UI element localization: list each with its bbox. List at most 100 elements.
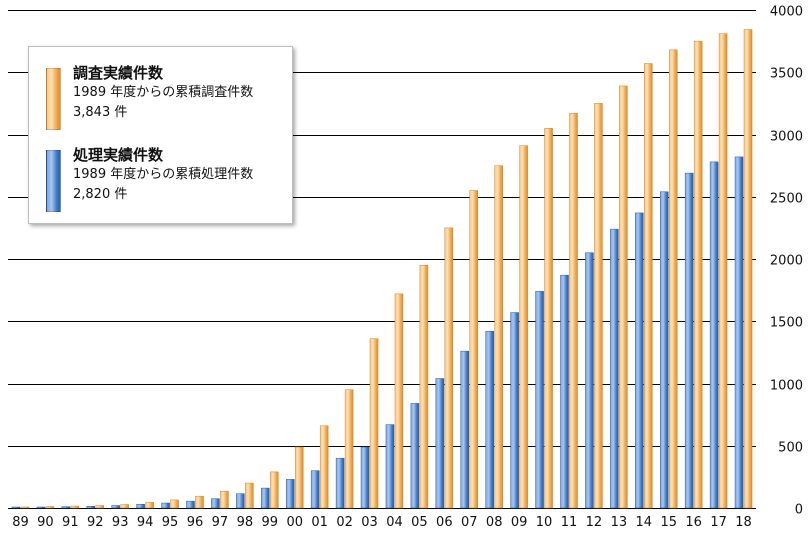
bar-survey-12	[594, 103, 603, 509]
bars	[11, 29, 753, 509]
y-tick-label-3500: 3500	[770, 67, 803, 82]
bar-processing-08	[485, 330, 494, 509]
x-tick-label-90: 90	[37, 515, 54, 530]
y-tick-label-0: 0	[795, 503, 803, 518]
bar-processing-89	[11, 506, 21, 509]
x-tick-label-13: 13	[611, 515, 628, 530]
bar-processing-99	[261, 487, 270, 509]
legend-title-processing: 処理実績件数	[73, 146, 164, 164]
bar-processing-00	[285, 479, 295, 509]
x-tick-label-91: 91	[62, 515, 79, 530]
bar-processing-95	[161, 502, 170, 509]
x-tick-label-93: 93	[112, 515, 129, 530]
bar-processing-03	[360, 446, 370, 509]
bar-processing-94	[136, 504, 145, 509]
legend-total-processing: 2,820 件	[73, 187, 128, 202]
bar-survey-16	[693, 40, 703, 509]
x-tick-label-96: 96	[187, 515, 204, 530]
legend-desc-survey: 1989 年度からの累積調査件数	[73, 85, 254, 100]
x-tick-label-06: 06	[436, 515, 453, 530]
bar-survey-94	[145, 502, 154, 509]
x-tick-label-95: 95	[162, 515, 179, 530]
bar-survey-08	[494, 165, 503, 509]
x-tick-label-98: 98	[237, 515, 254, 530]
bar-processing-90	[36, 506, 46, 509]
x-tick-label-17: 17	[710, 515, 727, 530]
x-axis-ticks: 89 90 91 92 93 94 95 96 97 98 99 00 01 02 03 04 05 06 07 08…	[12, 515, 752, 530]
bar-survey-02	[344, 389, 354, 509]
legend: 調査実績件数 1989 年度からの累積調査件数 3,843 件 処理実績件数 1…	[28, 46, 293, 224]
legend-title-survey: 調査実績件数	[73, 64, 164, 82]
y-tick-label-500: 500	[778, 441, 803, 456]
bar-survey-04	[394, 293, 404, 509]
legend-desc-processing: 1989 年度からの累積処理件数	[73, 167, 254, 182]
bar-processing-97	[211, 498, 220, 509]
bar-survey-93	[120, 504, 129, 509]
bar-survey-99	[270, 471, 279, 509]
y-tick-label-2500: 2500	[770, 192, 803, 207]
legend-swatch-processing	[46, 150, 61, 212]
bar-survey-10	[544, 128, 553, 509]
bar-processing-17	[709, 161, 719, 509]
x-tick-label-11: 11	[561, 515, 578, 530]
legend-text-survey: 調査実績件数 1989 年度からの累積調査件数 3,843 件	[73, 63, 288, 123]
bar-processing-18	[734, 156, 744, 509]
bar-survey-01	[319, 425, 329, 509]
bar-survey-98	[245, 482, 254, 509]
y-axis-ticks: 0 500 1000 1500 2000 2500 3000 3500 4000	[770, 5, 803, 518]
bar-processing-98	[236, 493, 245, 509]
bar-survey-14	[644, 63, 653, 509]
x-tick-label-89: 89	[12, 515, 29, 530]
bar-survey-97	[220, 490, 229, 509]
x-tick-label-04: 04	[386, 515, 403, 530]
bar-processing-91	[61, 506, 71, 509]
bar-processing-05	[410, 403, 420, 509]
x-tick-label-07: 07	[461, 515, 478, 530]
x-tick-label-00: 00	[286, 515, 303, 530]
bar-processing-14	[635, 212, 644, 509]
x-tick-label-02: 02	[336, 515, 353, 530]
bar-processing-06	[435, 378, 445, 509]
x-tick-label-16: 16	[685, 515, 702, 530]
x-tick-label-97: 97	[212, 515, 229, 530]
x-tick-label-14: 14	[636, 515, 653, 530]
bar-processing-13	[610, 228, 619, 509]
bar-processing-07	[460, 350, 470, 509]
bar-processing-10	[535, 291, 544, 509]
bar-processing-02	[335, 457, 345, 509]
bar-survey-06	[444, 227, 454, 509]
x-tick-label-05: 05	[411, 515, 428, 530]
bar-processing-15	[659, 191, 669, 509]
x-tick-label-12: 12	[586, 515, 603, 530]
bar-survey-95	[170, 499, 179, 509]
bar-survey-13	[619, 85, 628, 509]
bar-survey-90	[45, 506, 55, 509]
bar-survey-07	[469, 190, 479, 509]
x-tick-label-92: 92	[87, 515, 104, 530]
x-tick-label-18: 18	[735, 515, 752, 530]
bar-survey-05	[419, 264, 429, 509]
bar-survey-00	[294, 446, 304, 509]
bar-processing-09	[510, 312, 519, 509]
legend-swatch-survey	[46, 68, 61, 130]
x-tick-label-94: 94	[137, 515, 154, 530]
x-tick-label-09: 09	[511, 515, 528, 530]
bar-processing-96	[186, 500, 195, 509]
bar-survey-17	[718, 33, 728, 509]
y-tick-label-1500: 1500	[770, 316, 803, 331]
y-tick-label-3000: 3000	[770, 130, 803, 145]
y-tick-label-1000: 1000	[770, 379, 803, 394]
x-tick-label-01: 01	[311, 515, 328, 530]
legend-text-processing: 処理実績件数 1989 年度からの累積処理件数 2,820 件	[73, 145, 288, 205]
bar-processing-11	[560, 274, 569, 509]
bar-survey-11	[569, 113, 578, 509]
y-tick-label-4000: 4000	[770, 5, 803, 20]
x-tick-label-03: 03	[361, 515, 378, 530]
bar-processing-01	[310, 470, 320, 509]
bar-survey-91	[70, 505, 80, 509]
bar-survey-89	[20, 506, 30, 509]
bar-processing-92	[86, 506, 96, 509]
bar-survey-03	[369, 338, 379, 509]
bar-survey-09	[519, 145, 528, 509]
x-tick-label-10: 10	[536, 515, 553, 530]
